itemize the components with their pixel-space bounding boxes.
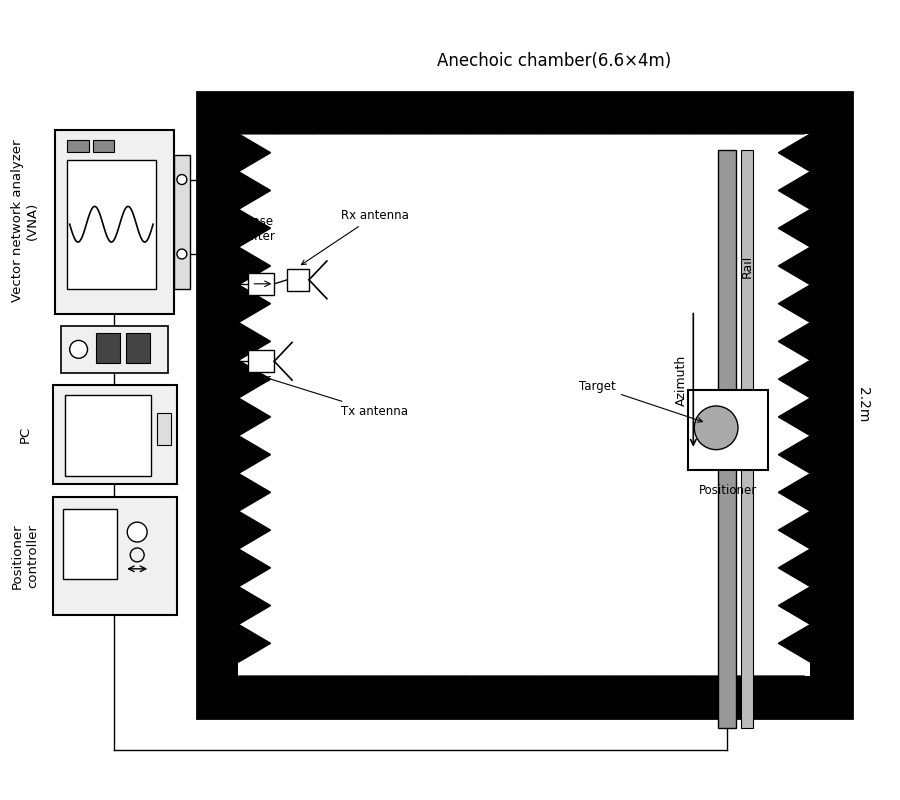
Bar: [157, 413, 171, 445]
Bar: [248, 273, 274, 294]
Bar: [65, 395, 151, 477]
Polygon shape: [540, 102, 578, 134]
Polygon shape: [778, 285, 811, 322]
Text: Vector network analyzer
(VNA): Vector network analyzer (VNA): [11, 140, 39, 302]
Text: Tx antenna: Tx antenna: [266, 377, 408, 418]
Polygon shape: [238, 102, 276, 134]
Polygon shape: [778, 625, 811, 662]
Circle shape: [127, 522, 147, 542]
Polygon shape: [238, 511, 271, 549]
Bar: [96, 334, 121, 363]
Polygon shape: [238, 436, 271, 474]
Polygon shape: [238, 210, 271, 247]
Text: Positioner
controller: Positioner controller: [11, 523, 39, 589]
Text: Azimuth: Azimuth: [675, 354, 688, 406]
Bar: [197, 92, 852, 718]
Polygon shape: [778, 210, 811, 247]
Polygon shape: [502, 102, 540, 134]
Polygon shape: [238, 549, 271, 586]
Bar: [53, 498, 177, 614]
Bar: [63, 510, 117, 578]
Polygon shape: [502, 676, 540, 708]
Bar: [53, 385, 177, 485]
Polygon shape: [653, 676, 691, 708]
Bar: [718, 150, 736, 728]
Polygon shape: [653, 102, 691, 134]
Polygon shape: [778, 171, 811, 210]
Polygon shape: [238, 676, 276, 708]
Polygon shape: [778, 474, 811, 511]
Polygon shape: [691, 102, 729, 134]
Polygon shape: [238, 474, 271, 511]
Polygon shape: [578, 102, 616, 134]
Polygon shape: [578, 676, 616, 708]
Polygon shape: [767, 676, 805, 708]
Polygon shape: [390, 102, 428, 134]
Bar: [741, 150, 753, 728]
Polygon shape: [691, 676, 729, 708]
Circle shape: [177, 249, 187, 259]
Polygon shape: [778, 360, 811, 398]
Polygon shape: [778, 549, 811, 586]
Polygon shape: [352, 102, 390, 134]
Bar: [248, 350, 274, 372]
Bar: [688, 390, 768, 470]
Bar: [93, 140, 114, 152]
Polygon shape: [238, 360, 271, 398]
Bar: [67, 160, 156, 289]
Polygon shape: [428, 102, 465, 134]
Circle shape: [694, 406, 738, 450]
Polygon shape: [238, 586, 271, 625]
Text: Rx antenna: Rx antenna: [302, 210, 409, 265]
Polygon shape: [540, 676, 578, 708]
Polygon shape: [238, 134, 271, 171]
Bar: [126, 334, 150, 363]
Text: Positioner: Positioner: [699, 485, 757, 498]
Bar: [67, 140, 88, 152]
Polygon shape: [767, 102, 805, 134]
Polygon shape: [729, 102, 767, 134]
Polygon shape: [778, 247, 811, 285]
Polygon shape: [390, 676, 428, 708]
Bar: [238, 134, 811, 676]
Bar: [287, 269, 309, 290]
Text: 2.2m: 2.2m: [856, 387, 870, 422]
Polygon shape: [778, 134, 811, 171]
Polygon shape: [238, 285, 271, 322]
Polygon shape: [276, 676, 314, 708]
Polygon shape: [778, 586, 811, 625]
Polygon shape: [428, 676, 465, 708]
Polygon shape: [276, 102, 314, 134]
Polygon shape: [465, 676, 502, 708]
Polygon shape: [616, 102, 653, 134]
Polygon shape: [778, 511, 811, 549]
Polygon shape: [238, 322, 271, 360]
Circle shape: [177, 174, 187, 185]
Polygon shape: [729, 676, 767, 708]
Polygon shape: [465, 102, 502, 134]
Polygon shape: [314, 676, 352, 708]
Polygon shape: [238, 398, 271, 436]
Bar: [55, 130, 174, 314]
Text: Anechoic chamber(6.6×4m): Anechoic chamber(6.6×4m): [437, 52, 671, 70]
Polygon shape: [238, 247, 271, 285]
Bar: [60, 326, 168, 373]
Text: Phase
shifter: Phase shifter: [238, 215, 275, 243]
Polygon shape: [352, 676, 390, 708]
Polygon shape: [314, 102, 352, 134]
Polygon shape: [616, 676, 653, 708]
Polygon shape: [238, 625, 271, 662]
Circle shape: [69, 341, 87, 358]
Text: Target: Target: [579, 380, 702, 422]
Text: PC: PC: [19, 426, 32, 443]
Polygon shape: [778, 436, 811, 474]
Polygon shape: [778, 398, 811, 436]
Text: Rail: Rail: [741, 254, 753, 278]
Bar: [174, 154, 190, 289]
Polygon shape: [238, 171, 271, 210]
Polygon shape: [778, 322, 811, 360]
